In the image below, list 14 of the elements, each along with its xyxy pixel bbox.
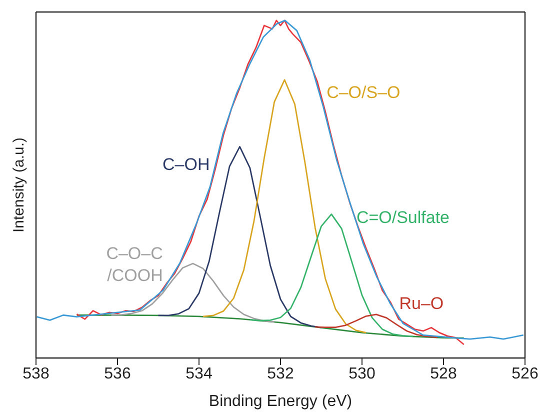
series-label: C–OH [162,154,210,176]
x-tick-label: 538 [22,365,50,382]
x-tick-label: 528 [430,365,457,382]
y-axis-title: Intensity (a.u.) [10,137,28,233]
series-label: C–O–C /COOH [105,243,163,288]
series-label: C=O/Sulfate [356,206,451,229]
series-label: Ru–O [399,293,445,316]
x-axis-title: Binding Energy (eV) [208,393,352,410]
series-label: C–O/S–O [326,82,402,104]
x-tick-label: 536 [104,365,131,382]
x-tick-label: 530 [348,365,376,382]
x-tick-label: 526 [512,365,538,382]
x-tick-label: 534 [186,365,212,382]
x-tick-label: 532 [267,365,294,382]
